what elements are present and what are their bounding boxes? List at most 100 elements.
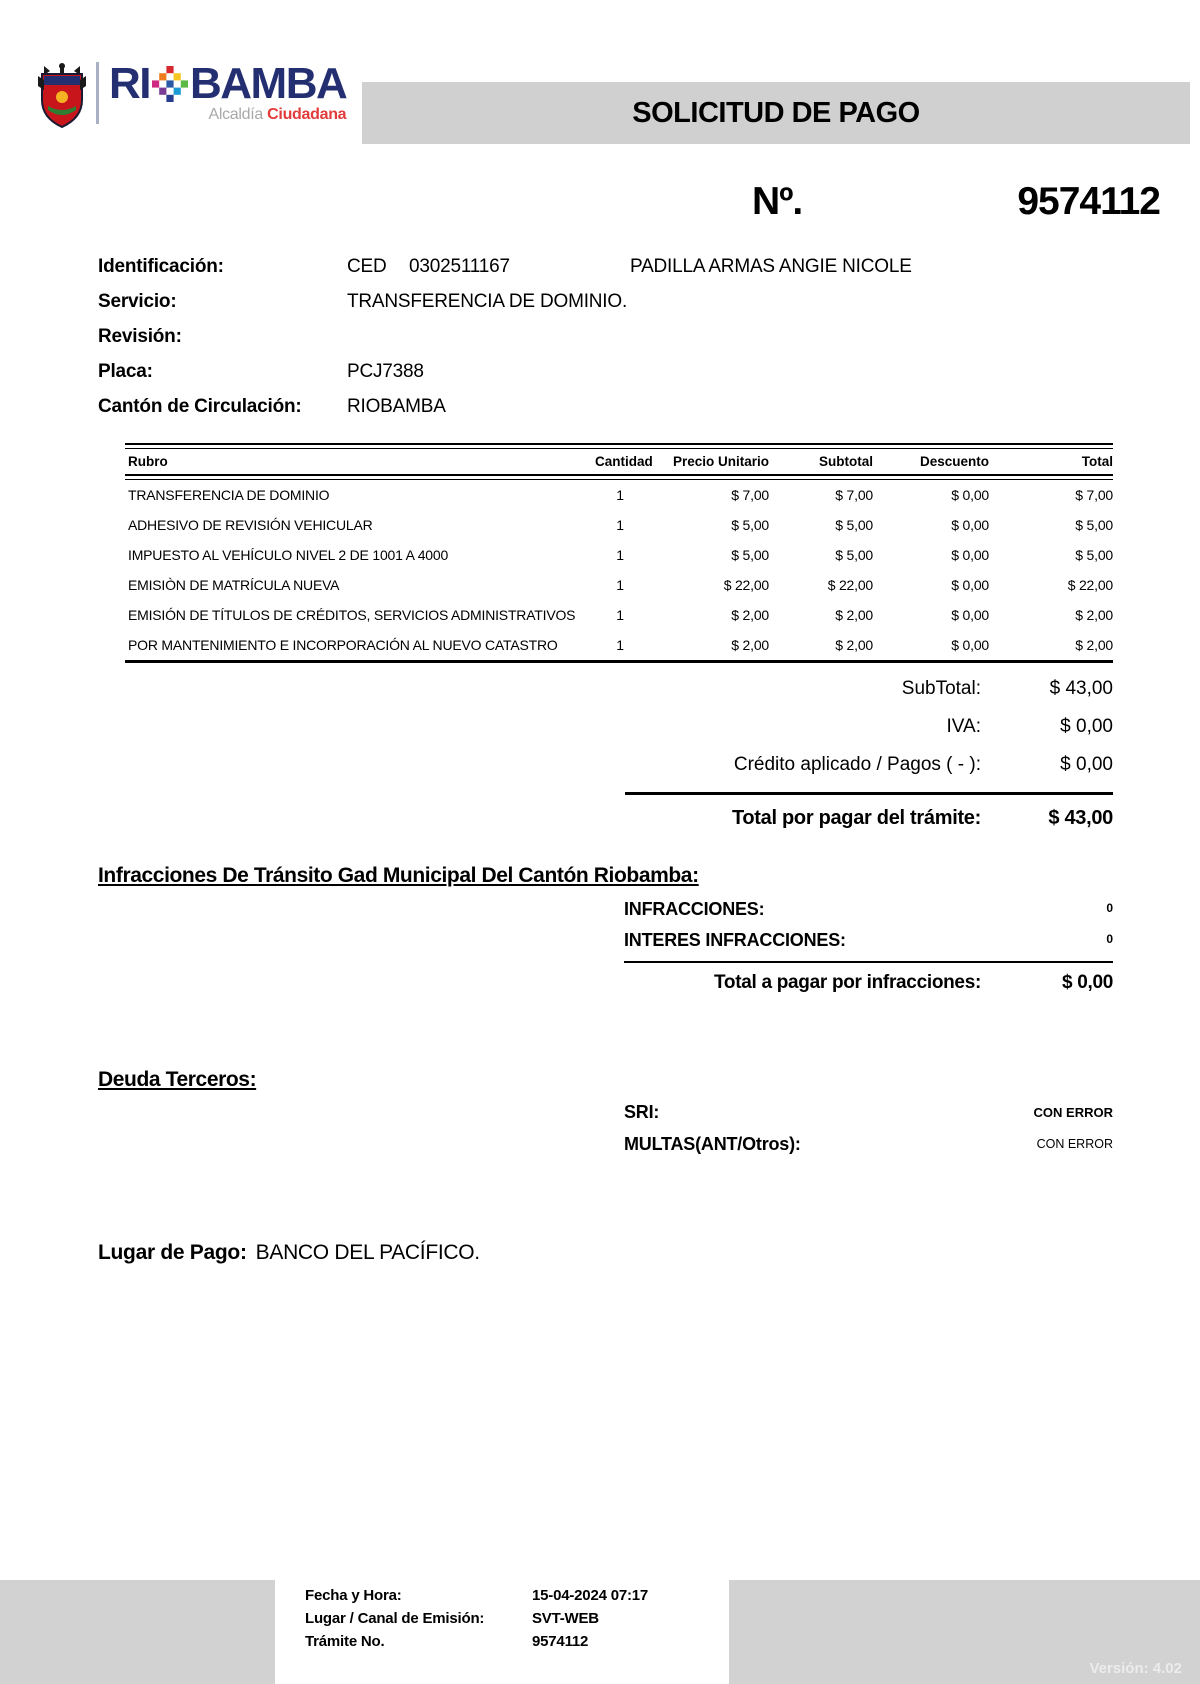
plate-value: PCJ7388 (347, 361, 424, 382)
info-row-plate: Placa: PCJ7388 (98, 361, 1108, 383)
footer-rows: Fecha y Hora: 15-04-2024 07:17 Lugar / C… (305, 1587, 648, 1656)
col-header-cantidad: Cantidad (595, 454, 653, 469)
payment-place-row: Lugar de Pago: BANCO DEL PACÍFICO. (98, 1241, 480, 1265)
cell-total: $ 2,00 (1075, 607, 1113, 623)
cell-descuento: $ 0,00 (951, 487, 989, 503)
footer-left-gray-block (0, 1580, 275, 1684)
document-title-bar: SOLICITUD DE PAGO (362, 82, 1190, 144)
cell-precio: $ 22,00 (723, 577, 770, 593)
subtotal-value: $ 43,00 (1049, 678, 1113, 699)
charges-table: Rubro Cantidad Precio Unitario Subtotal … (125, 443, 1113, 663)
cell-rubro: EMISIÓN DE TÍTULOS DE CRÉDITOS, SERVICIO… (128, 607, 576, 623)
credit-value: $ 0,00 (1060, 754, 1113, 775)
infractions-count-row: INFRACCIONES: 0 (624, 899, 1113, 920)
infractions-total-value: $ 0,00 (1061, 972, 1113, 993)
totals-rule (625, 792, 1113, 795)
cell-descuento: $ 0,00 (951, 577, 989, 593)
table-row: ADHESIVO DE REVISIÓN VEHICULAR 1 $ 5,00 … (125, 510, 1113, 540)
cell-rubro: TRANSFERENCIA DE DOMINIO (128, 487, 330, 503)
credit-label: Crédito aplicado / Pagos ( - ): (733, 754, 981, 775)
document-number-row: Nº. 9574112 (752, 180, 1161, 224)
cell-descuento: $ 0,00 (951, 547, 989, 563)
table-row: IMPUESTO AL VEHÍCULO NIVEL 2 DE 1001 A 4… (125, 540, 1113, 570)
cell-cantidad: 1 (616, 577, 624, 593)
cell-precio: $ 7,00 (731, 487, 769, 503)
identification-label: Identificación: (98, 256, 224, 277)
municipality-logo: RI BAMBA Alcaldía Ciudadana (36, 59, 348, 143)
footer-channel-row: Lugar / Canal de Emisión: SVT-WEB (305, 1610, 648, 1627)
iva-label: IVA: (946, 716, 982, 737)
cell-subtotal: $ 2,00 (835, 607, 873, 623)
grand-total-label: Total por pagar del trámite: (731, 807, 981, 829)
table-row: EMISIÒN DE MATRÍCULA NUEVA 1 $ 22,00 $ 2… (125, 570, 1113, 600)
col-header-subtotal: Subtotal (819, 454, 873, 469)
table-bottom-rule (125, 660, 1113, 663)
subtotal-label: SubTotal: (901, 678, 981, 699)
iva-value: $ 0,00 (1060, 716, 1113, 737)
crest-icon (36, 62, 88, 143)
canton-value: RIOBAMBA (347, 396, 446, 417)
revision-label: Revisión: (98, 326, 182, 347)
table-top-rule (125, 443, 1113, 449)
cell-subtotal: $ 22,00 (827, 577, 874, 593)
cell-subtotal: $ 7,00 (835, 487, 873, 503)
infractions-block: INFRACCIONES: 0 INTERES INFRACCIONES: 0 … (624, 899, 1113, 994)
cell-total: $ 2,00 (1075, 637, 1113, 653)
footer-right-gray-block (729, 1580, 1200, 1684)
col-header-descuento: Descuento (919, 454, 989, 469)
document-number-value: 9574112 (1017, 180, 1161, 223)
infractions-label: INFRACCIONES: (624, 899, 765, 919)
infractions-total-label: Total a pagar por infracciones: (714, 972, 981, 993)
footer-date-value: 15-04-2024 07:17 (532, 1587, 649, 1604)
cell-subtotal: $ 2,00 (835, 637, 873, 653)
footer-tramite-label: Trámite No. (305, 1633, 385, 1650)
cell-precio: $ 5,00 (731, 517, 769, 533)
identification-type: CED (347, 256, 387, 277)
infractions-interest-row: INTERES INFRACCIONES: 0 (624, 930, 1113, 951)
sri-row: SRI: CON ERROR (624, 1102, 1113, 1123)
logo-tagline-light: Alcaldía (208, 106, 264, 123)
canton-label: Cantón de Circulación: (98, 396, 302, 417)
cell-total: $ 7,00 (1075, 487, 1113, 503)
logo-word-start: RI (109, 59, 152, 108)
multas-label: MULTAS(ANT/Otros): (624, 1134, 801, 1154)
cell-descuento: $ 0,00 (951, 637, 989, 653)
sri-value: CON ERROR (1033, 1105, 1113, 1120)
table-header-rule (125, 474, 1113, 480)
info-row-service: Servicio: TRANSFERENCIA DE DOMINIO. (98, 291, 1108, 313)
cell-rubro: IMPUESTO AL VEHÍCULO NIVEL 2 DE 1001 A 4… (128, 547, 449, 563)
service-value: TRANSFERENCIA DE DOMINIO. (347, 291, 628, 312)
infractions-heading: Infracciones De Tránsito Gad Municipal D… (98, 864, 699, 887)
cell-cantidad: 1 (616, 607, 624, 623)
cell-cantidad: 1 (616, 637, 624, 653)
footer-version: Versión: 4.02 (1089, 1660, 1182, 1677)
grand-total-value: $ 43,00 (1048, 807, 1113, 829)
multas-row: MULTAS(ANT/Otros): CON ERROR (624, 1134, 1113, 1155)
infractions-interest-value: 0 (1106, 932, 1113, 946)
cell-precio: $ 2,00 (731, 607, 769, 623)
sri-label: SRI: (624, 1102, 660, 1122)
infractions-value: 0 (1106, 901, 1113, 915)
col-header-precio-unitario: Precio Unitario (672, 454, 769, 469)
footer-channel-label: Lugar / Canal de Emisión: (305, 1610, 485, 1627)
cell-subtotal: $ 5,00 (835, 517, 873, 533)
table-header-row: Rubro Cantidad Precio Unitario Subtotal … (125, 449, 1113, 474)
cell-total: $ 5,00 (1075, 517, 1113, 533)
info-row-revision: Revisión: (98, 326, 1108, 348)
cell-rubro: EMISIÒN DE MATRÍCULA NUEVA (128, 577, 340, 593)
subtotal-row: SubTotal: $ 43,00 (625, 678, 1113, 701)
service-label: Servicio: (98, 291, 177, 312)
iva-row: IVA: $ 0,00 (625, 716, 1114, 739)
payment-place-label: Lugar de Pago: (98, 1241, 247, 1264)
cell-precio: $ 2,00 (731, 637, 769, 653)
third-party-debt-block: SRI: CON ERROR MULTAS(ANT/Otros): CON ER… (624, 1102, 1113, 1166)
col-header-total: Total (1081, 454, 1113, 469)
cell-precio: $ 5,00 (731, 547, 769, 563)
table-row: POR MANTENIMIENTO E INCORPORACIÓN AL NUE… (125, 630, 1113, 660)
table-row: EMISIÓN DE TÍTULOS DE CRÉDITOS, SERVICIO… (125, 600, 1113, 630)
request-info: Identificación: CED 0302511167 PADILLA A… (98, 256, 1108, 431)
footer-date-row: Fecha y Hora: 15-04-2024 07:17 (305, 1587, 648, 1604)
info-row-identification: Identificación: CED 0302511167 PADILLA A… (98, 256, 1108, 278)
footer: Fecha y Hora: 15-04-2024 07:17 Lugar / C… (0, 1580, 1200, 1684)
logo-text: RI BAMBA Alcaldía Ciudadana (96, 59, 348, 124)
